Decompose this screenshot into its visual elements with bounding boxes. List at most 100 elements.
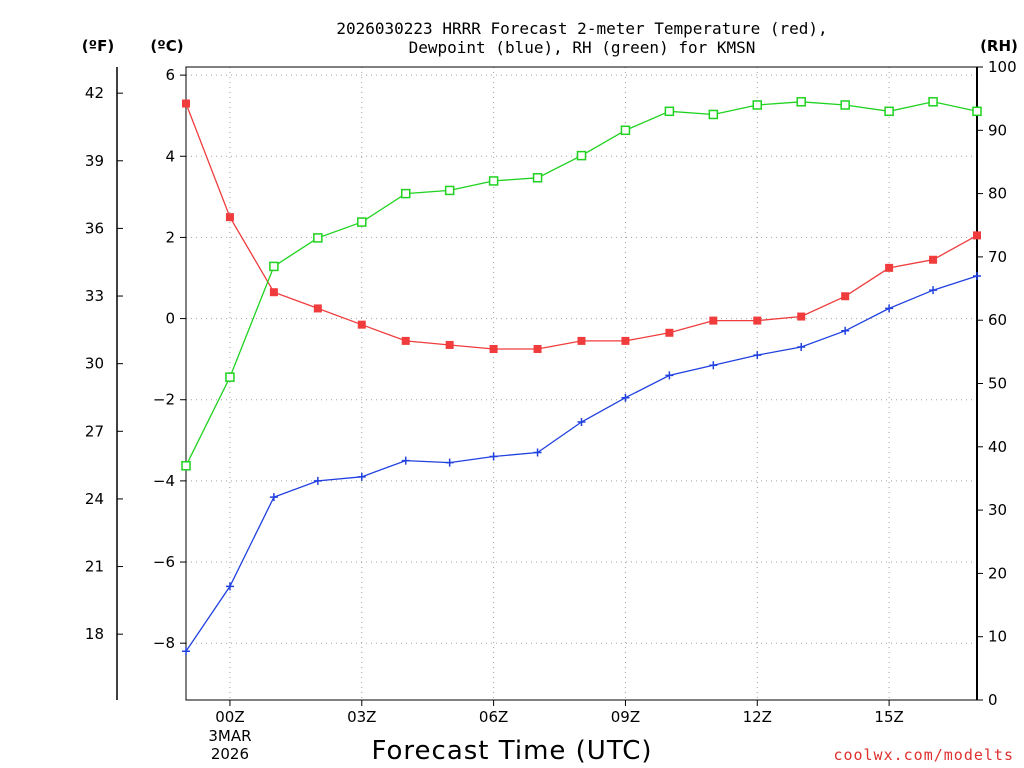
dewpoint-line [185,275,978,652]
relative-humidity-point [488,176,499,186]
temperature-point [401,336,410,345]
relative-humidity-point [708,109,719,120]
dewpoint-point [401,456,410,465]
temperature-point [269,288,278,297]
temperature-point [313,304,322,313]
relative-humidity-point [752,100,763,110]
rh-tick-label: 100 [988,58,1017,76]
relative-humidity-point [532,173,543,183]
rh-tick-label: 70 [988,248,1007,266]
celsius-tick-label: −8 [153,634,175,652]
x-tick-label: 15Z [874,708,903,726]
celsius-tick-label: 2 [165,228,175,246]
temperature-point [445,340,454,349]
fahrenheit-tick-label: 33 [85,287,104,305]
fahrenheit-tick-label: 42 [85,84,104,102]
relative-humidity-point [972,106,982,117]
data-series [181,97,982,656]
temperature-point [489,345,498,354]
date-label-year: 2026 [211,745,249,763]
relative-humidity-point [884,106,894,117]
rh-axis-unit: (RH) [980,37,1018,55]
rh-tick-label: 50 [988,375,1007,393]
dewpoint-point [885,304,894,313]
x-tick-label: 03Z [347,708,376,726]
celsius-tick-label: 6 [165,66,175,84]
dewpoint-point [665,371,674,380]
temperature-point [709,316,718,325]
dewpoint-point [533,448,542,457]
dewpoint-point [973,271,981,280]
rh-tick-label: 30 [988,501,1007,519]
x-tick-label: 06Z [479,708,508,726]
relative-humidity-point [444,185,455,196]
dewpoint-point [357,472,366,481]
fahrenheit-tick-label: 21 [85,558,104,576]
relative-humidity-point [400,188,411,199]
tick-labels: 00Z 03Z 06Z 09Z 12Z 15Z3MAR20266420−2−4−6−842… [85,58,1017,763]
fahrenheit-tick-label: 36 [85,219,104,237]
temperature-point [841,292,850,301]
temperature-line [185,103,978,350]
celsius-tick-label: −4 [153,472,175,490]
dewpoint-point [577,418,586,427]
rh-tick-label: 20 [988,564,1007,582]
dewpoint-point [445,458,454,467]
dewpoint-point [621,393,630,402]
celsius-tick-label: 0 [165,310,175,328]
temperature-point [973,231,981,240]
dewpoint-point [182,647,190,656]
relative-humidity-point [225,372,235,382]
rh-tick-label: 40 [988,438,1007,456]
dewpoint-series [182,271,981,656]
fahrenheit-tick-label: 30 [85,355,104,373]
temperature-point [533,345,542,354]
relative-humidity-point [928,97,938,107]
credit-watermark: coolwx.com/modelts [833,746,1014,764]
relative-humidity-point [576,150,587,161]
temperature-point [665,328,674,337]
relative-humidity-series [181,97,982,471]
rh-tick-label: 0 [988,691,998,709]
dewpoint-point [225,582,234,591]
temperature-point [797,312,806,321]
temperature-point [357,320,366,329]
relative-humidity-point [664,106,675,117]
gridlines [186,67,977,700]
celsius-tick-label: −6 [153,553,175,571]
fahrenheit-axis-unit: (ºF) [82,37,114,55]
relative-humidity-point [620,125,631,136]
chart-title-line-1: 2026030223 HRRR Forecast 2-meter Tempera… [336,19,827,38]
fahrenheit-tick-label: 39 [85,152,104,170]
rh-tick-label: 10 [988,628,1007,646]
fahrenheit-tick-label: 18 [85,625,104,643]
relative-humidity-point [269,261,279,272]
rh-tick-label: 60 [988,311,1007,329]
rh-tick-label: 80 [988,185,1007,203]
dewpoint-point [929,286,938,295]
axes [116,66,983,706]
plot-frame [185,66,978,701]
relative-humidity-point [357,217,367,227]
temperature-point [182,99,190,108]
dewpoint-point [753,351,762,360]
relative-humidity-point [181,461,191,471]
celsius-axis-unit: (ºC) [150,37,183,55]
x-tick-label: 09Z [611,708,640,726]
dewpoint-point [489,452,498,461]
dewpoint-point [269,493,278,502]
fahrenheit-tick-label: 27 [85,422,104,440]
x-tick-label: 12Z [743,708,772,726]
temperature-point [577,336,586,345]
dewpoint-point [313,476,322,485]
rh-tick-label: 90 [988,121,1007,139]
date-label-day: 3MAR [208,727,251,745]
dewpoint-point [797,342,806,351]
x-axis-label: Forecast Time (UTC) [371,736,652,766]
temperature-point [885,263,894,272]
relative-humidity-point [840,100,850,110]
temperature-point [621,336,630,345]
chart-title-line-2: Dewpoint (blue), RH (green) for KMSN [409,38,756,57]
dewpoint-point [709,361,718,370]
